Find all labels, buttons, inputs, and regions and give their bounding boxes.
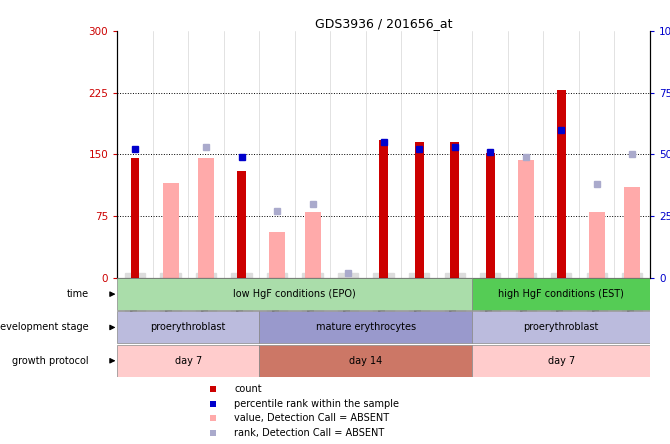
Text: mature erythrocytes: mature erythrocytes bbox=[316, 322, 416, 333]
Text: proerythroblast: proerythroblast bbox=[523, 322, 599, 333]
Text: count: count bbox=[234, 384, 262, 393]
Bar bbox=[472, 345, 650, 377]
Bar bbox=[117, 278, 472, 310]
Bar bbox=[259, 312, 472, 344]
Text: growth protocol: growth protocol bbox=[12, 356, 89, 366]
Text: day 14: day 14 bbox=[349, 356, 383, 366]
Text: low HgF conditions (EPO): low HgF conditions (EPO) bbox=[233, 289, 356, 299]
Bar bbox=[379, 139, 388, 278]
Bar bbox=[589, 212, 604, 278]
Bar bbox=[518, 160, 533, 278]
Text: percentile rank within the sample: percentile rank within the sample bbox=[234, 399, 399, 408]
Bar bbox=[472, 312, 650, 344]
Text: day 7: day 7 bbox=[175, 356, 202, 366]
Bar bbox=[237, 171, 246, 278]
Bar bbox=[472, 278, 650, 310]
Bar bbox=[557, 90, 565, 278]
Bar bbox=[117, 312, 259, 344]
Bar bbox=[198, 159, 214, 278]
Bar bbox=[486, 153, 494, 278]
Bar bbox=[131, 159, 139, 278]
Text: rank, Detection Call = ABSENT: rank, Detection Call = ABSENT bbox=[234, 428, 385, 438]
Bar bbox=[415, 142, 423, 278]
Text: high HgF conditions (EST): high HgF conditions (EST) bbox=[498, 289, 624, 299]
Bar bbox=[624, 187, 640, 278]
Text: day 7: day 7 bbox=[547, 356, 575, 366]
Bar bbox=[305, 212, 320, 278]
Bar bbox=[163, 183, 178, 278]
Title: GDS3936 / 201656_at: GDS3936 / 201656_at bbox=[315, 17, 452, 30]
Text: value, Detection Call = ABSENT: value, Detection Call = ABSENT bbox=[234, 413, 389, 424]
Text: time: time bbox=[67, 289, 89, 299]
Bar bbox=[269, 232, 285, 278]
Text: development stage: development stage bbox=[0, 322, 89, 333]
Bar bbox=[117, 345, 259, 377]
Text: proerythroblast: proerythroblast bbox=[151, 322, 226, 333]
Bar bbox=[450, 142, 459, 278]
Bar bbox=[259, 345, 472, 377]
